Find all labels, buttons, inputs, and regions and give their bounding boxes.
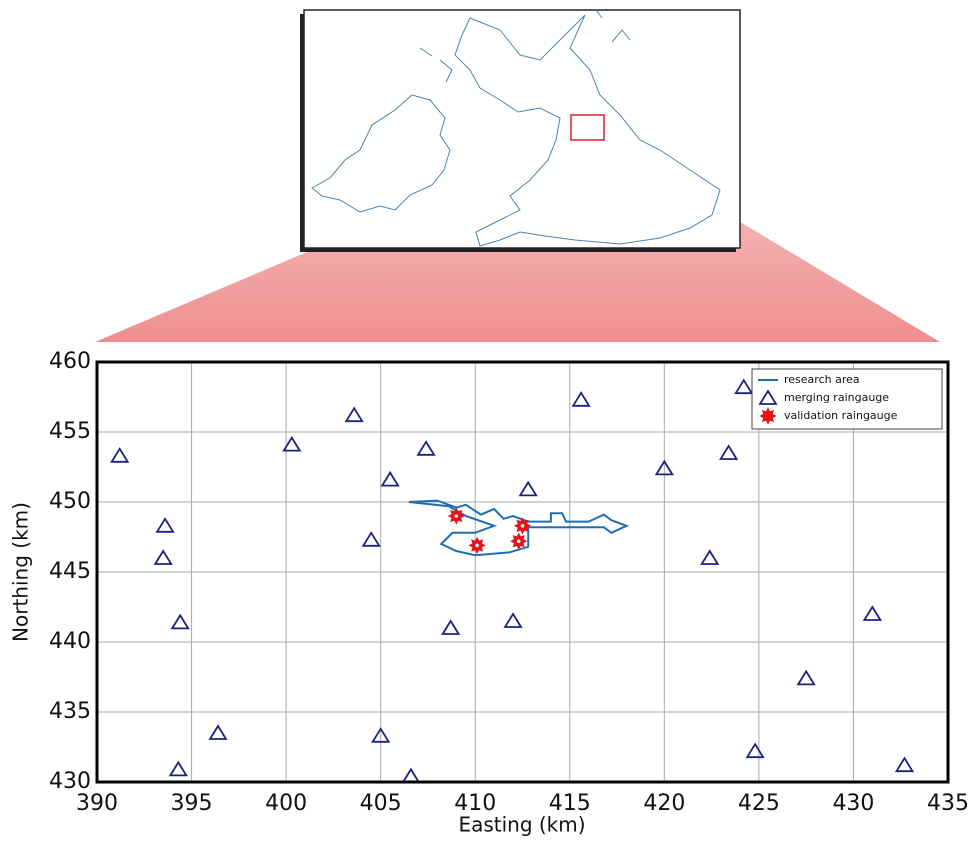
marker-center [475, 543, 479, 548]
research-area [408, 499, 630, 557]
y-tick-label: 455 [49, 419, 91, 444]
raingauge-marker [361, 531, 381, 547]
raingauge-marker [894, 756, 915, 773]
legend-swatch [759, 407, 777, 425]
raingauge-marker [380, 470, 400, 487]
marker-center [454, 514, 459, 518]
y-tick-label: 435 [49, 699, 91, 724]
legend: research area merging raingauge validation… [751, 368, 943, 430]
legend-label: merging raingauge [784, 391, 889, 404]
raingauge-marker [441, 619, 461, 635]
legend-label: research area [784, 373, 860, 386]
inset-map [300, 9, 741, 252]
x-tick-label: 420 [643, 791, 685, 816]
y-axis-label: Northing (km) [9, 502, 33, 642]
y-tick-label: 430 [49, 769, 91, 794]
marker-center [520, 524, 525, 528]
legend-label: validation raingauge [784, 409, 898, 422]
raingauge-marker [571, 391, 591, 407]
x-tick-label: 405 [360, 791, 402, 816]
raingauge-marker [208, 724, 228, 740]
raingauge-marker [796, 669, 816, 686]
y-tick-label: 440 [49, 629, 91, 654]
x-tick-label: 435 [927, 791, 968, 816]
raingauge-marker [170, 613, 190, 630]
raingauge-marker [168, 760, 188, 777]
raingauge-marker [745, 742, 765, 759]
raingauge-marker [503, 612, 523, 628]
raingauge-marker [110, 447, 130, 463]
marker-center [516, 539, 521, 543]
x-tick-label: 415 [549, 791, 591, 816]
raingauge-marker [282, 435, 302, 452]
raingauge-marker [371, 727, 391, 743]
plot-frame [95, 360, 950, 784]
x-tick-label: 395 [171, 791, 213, 816]
raingauge-marker [734, 378, 754, 395]
raingauge-marker [654, 459, 674, 476]
y-tick-label: 445 [49, 559, 91, 584]
x-tick-label: 410 [454, 791, 496, 816]
x-axis-label: Easting (km) [458, 813, 585, 837]
raingauge-marker [155, 517, 175, 533]
x-tick-label: 390 [76, 791, 118, 816]
raingauge-marker [153, 549, 173, 565]
raingauge-marker [719, 444, 739, 460]
x-tick-label: 425 [738, 791, 780, 816]
raingauge-marker [344, 406, 364, 423]
legend-swatch [758, 389, 778, 405]
raingauge-marker [700, 549, 720, 565]
x-tick-label: 400 [265, 791, 307, 816]
y-tick-label: 450 [49, 489, 91, 514]
raingauge-marker [518, 480, 538, 497]
raingauge-marker [416, 440, 436, 456]
y-tick-label: 460 [49, 349, 91, 374]
x-tick-label: 430 [832, 791, 874, 816]
raingauge-marker [862, 605, 882, 621]
